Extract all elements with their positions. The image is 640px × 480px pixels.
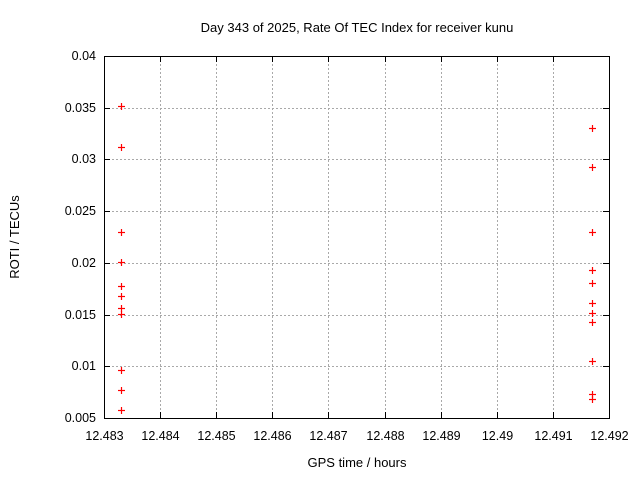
y-tick-label: 0.01 <box>71 359 96 373</box>
x-tick-label: 12.491 <box>534 429 573 443</box>
y-tick-label: 0.015 <box>64 308 96 322</box>
axis-ticks <box>104 56 610 419</box>
data-point-marker <box>118 229 125 236</box>
data-point-marker <box>589 358 596 365</box>
x-tick-label: 12.486 <box>253 429 292 443</box>
data-point-marker <box>118 103 125 110</box>
data-point-marker <box>589 164 596 171</box>
data-point-marker <box>589 229 596 236</box>
x-tick-label: 12.487 <box>309 429 348 443</box>
axes-frame <box>104 56 610 419</box>
y-tick-label: 0.005 <box>64 411 96 425</box>
y-tick-label: 0.04 <box>71 49 96 63</box>
y-tick-label: 0.03 <box>71 152 96 166</box>
x-tick-label: 12.488 <box>366 429 405 443</box>
x-axis-label: GPS time / hours <box>307 455 407 470</box>
data-point-marker <box>589 396 596 403</box>
y-tick-label: 0.035 <box>64 101 96 115</box>
data-point-marker <box>118 367 125 374</box>
data-point-marker <box>118 259 125 266</box>
data-point-marker <box>118 407 125 414</box>
data-points <box>118 103 596 414</box>
data-point-marker <box>118 144 125 151</box>
data-point-marker <box>589 319 596 326</box>
data-point-marker <box>118 283 125 290</box>
data-point-marker <box>118 387 125 394</box>
data-point-marker <box>118 293 125 300</box>
y-tick-label: 0.025 <box>64 204 96 218</box>
data-point-marker <box>589 125 596 132</box>
x-tick-label: 12.484 <box>141 429 180 443</box>
x-tick-label: 12.485 <box>197 429 236 443</box>
y-tick-label: 0.02 <box>71 256 96 270</box>
gridlines <box>104 56 610 419</box>
x-tick-label: 12.489 <box>422 429 461 443</box>
data-point-marker <box>589 310 596 317</box>
x-tick-label: 12.492 <box>590 429 629 443</box>
data-point-marker <box>589 267 596 274</box>
data-point-marker <box>118 305 125 312</box>
chart-title: Day 343 of 2025, Rate Of TEC Index for r… <box>200 20 514 35</box>
x-tick-label: 12.483 <box>85 429 124 443</box>
x-tick-label: 12.49 <box>481 429 514 443</box>
data-point-marker <box>589 300 596 307</box>
data-point-marker <box>589 280 596 287</box>
data-point-marker <box>118 311 125 318</box>
